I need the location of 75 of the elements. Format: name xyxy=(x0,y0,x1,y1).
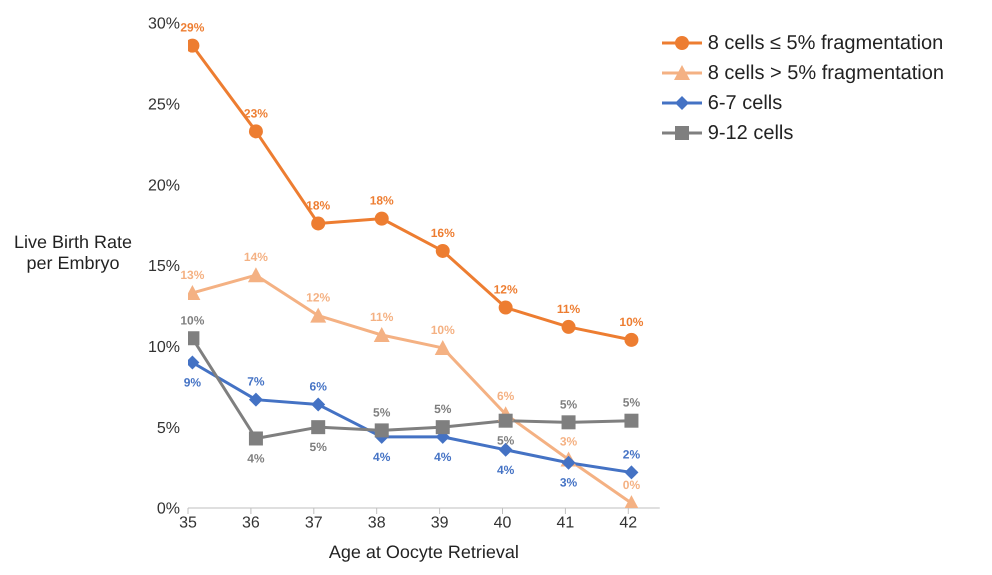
data-label: 9% xyxy=(184,376,202,390)
x-tick-label: 36 xyxy=(242,514,260,532)
legend-label: 6-7 cells xyxy=(708,92,782,114)
x-tick-label: 40 xyxy=(494,514,512,532)
point xyxy=(436,420,450,434)
data-label: 12% xyxy=(306,290,331,305)
legend-label: 8 cells > 5% fragmentation xyxy=(708,62,944,84)
data-label: 5% xyxy=(622,396,640,410)
x-tick-label: 38 xyxy=(368,514,386,532)
y-tick-label: 30% xyxy=(148,16,180,33)
data-label: 2% xyxy=(622,447,640,462)
legend-label: 8 cells ≤ 5% fragmentation xyxy=(708,32,944,54)
data-label: 7% xyxy=(247,374,265,389)
data-label: 3% xyxy=(560,476,578,490)
data-label: 5% xyxy=(310,440,328,454)
data-label: 5% xyxy=(434,402,452,416)
x-tick-label: 35 xyxy=(179,514,197,532)
data-label: 6% xyxy=(310,380,328,394)
data-label: 4% xyxy=(373,450,391,464)
y-tick-label: 5% xyxy=(156,420,180,437)
data-label: 13% xyxy=(180,268,205,282)
point xyxy=(624,414,638,428)
point xyxy=(248,392,263,407)
y-tick-label: 10% xyxy=(148,339,180,356)
x-tick-label: 37 xyxy=(304,514,323,532)
data-label: 29% xyxy=(180,20,205,35)
legend-label: 9-12 cells xyxy=(708,122,794,144)
data-label: 4% xyxy=(496,462,515,477)
point xyxy=(436,244,450,258)
data-label: 11% xyxy=(370,310,394,324)
data-label: 4% xyxy=(247,451,265,466)
data-label: 3% xyxy=(560,434,578,448)
y-tick-label: 15% xyxy=(148,258,180,276)
point xyxy=(562,456,576,470)
data-label: 10% xyxy=(619,314,644,329)
data-label: 16% xyxy=(430,226,456,240)
y-tick-label: 0% xyxy=(156,500,180,518)
x-tick-label: 39 xyxy=(430,514,449,532)
y-tick-label: 20% xyxy=(148,177,180,194)
data-label: 18% xyxy=(370,194,394,208)
point xyxy=(498,300,513,315)
x-axis-title: Age at Oocyte Retrieval xyxy=(328,542,519,562)
point xyxy=(311,398,326,412)
point xyxy=(562,415,576,430)
point xyxy=(624,465,638,480)
data-label: 5% xyxy=(373,405,391,420)
point xyxy=(248,124,263,138)
point xyxy=(374,212,389,226)
point xyxy=(374,423,389,438)
data-label: 11% xyxy=(556,302,581,316)
data-label: 5% xyxy=(560,397,578,412)
data-label: 4% xyxy=(434,450,452,464)
point xyxy=(248,431,263,446)
data-label: 23% xyxy=(244,106,268,120)
x-tick-label: 42 xyxy=(619,514,638,532)
data-label: 6% xyxy=(496,389,515,404)
y-axis-title: Live Birth Rate per Embryo xyxy=(12,232,134,274)
y-tick-label: 25% xyxy=(148,96,180,114)
point xyxy=(374,327,390,342)
data-label: 10% xyxy=(430,322,456,337)
point xyxy=(311,216,326,230)
data-label: 5% xyxy=(496,434,515,448)
point xyxy=(562,320,576,334)
data-label: 18% xyxy=(306,198,331,212)
data-label: 14% xyxy=(244,250,268,264)
point xyxy=(311,420,326,434)
point xyxy=(624,332,638,347)
point xyxy=(310,308,326,323)
data-label: 12% xyxy=(494,282,518,297)
data-label: 0% xyxy=(622,478,640,492)
x-tick-label: 41 xyxy=(556,514,574,532)
data-label: 10% xyxy=(180,313,205,328)
point xyxy=(248,267,264,282)
point xyxy=(498,414,513,428)
point xyxy=(434,340,451,355)
